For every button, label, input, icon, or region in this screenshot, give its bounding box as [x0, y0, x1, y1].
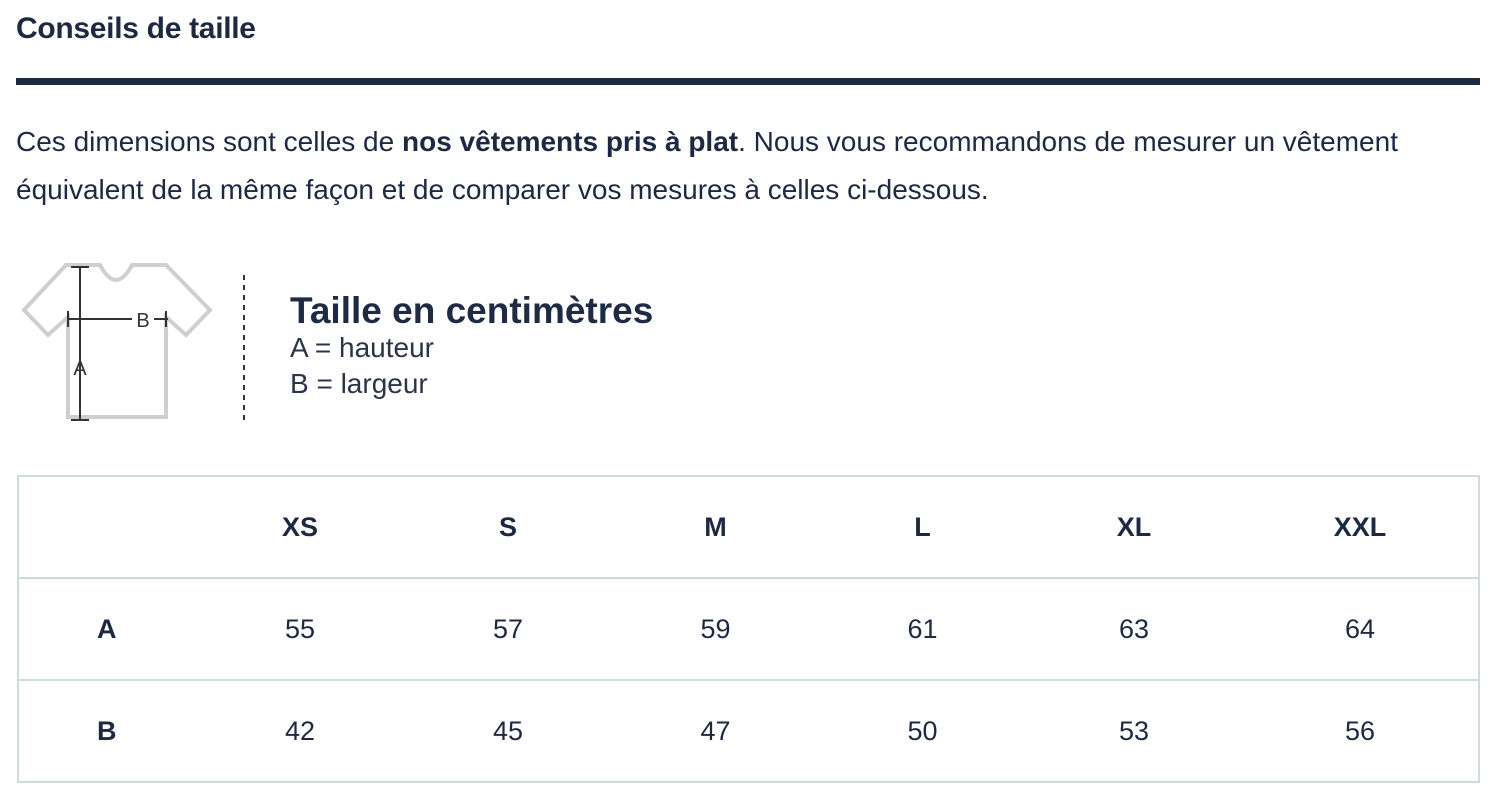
legend-line: A = hauteur — [290, 332, 435, 363]
intro-bold: nos vêtements pris à plat — [401, 126, 739, 157]
intro-text: Ces dimensions sont celles de — [16, 126, 402, 157]
tshirt-diagram: B A — [21, 263, 245, 425]
table-cell: 59 — [612, 577, 819, 681]
tshirt-outline — [21, 263, 213, 419]
column-header: L — [819, 475, 1026, 579]
column-header: XS — [196, 475, 404, 579]
column-header: XXL — [1242, 475, 1479, 579]
table-cell: 53 — [1026, 679, 1242, 783]
table-cell: 57 — [404, 577, 612, 681]
column-header: S — [404, 475, 612, 579]
column-header: XL — [1026, 475, 1242, 579]
diagram-label: B — [136, 310, 149, 332]
table-cell: 56 — [1242, 679, 1479, 783]
corner-cell — [18, 475, 196, 579]
table-cell: 50 — [819, 679, 1026, 783]
table-body: A 55 57 59 61 63 64 B 42 45 47 50 53 56 — [18, 577, 1479, 783]
intro-text: Ces dimensions sont celles de nos vêteme… — [16, 118, 1456, 214]
table-cell: 55 — [196, 577, 404, 681]
row-label: B — [18, 679, 196, 783]
legend-line: B = largeur — [290, 368, 428, 399]
table-cell: 45 — [404, 679, 612, 783]
section-title: Conseils de taille — [16, 12, 256, 45]
table-row: B 42 45 47 50 53 56 — [18, 679, 1479, 783]
column-header: M — [612, 475, 819, 579]
header-row: XS S M L XL XXL — [18, 475, 1479, 579]
table-cell: 63 — [1026, 577, 1242, 681]
table-cell: 47 — [612, 679, 819, 783]
legend-title: Taille en centimètres — [290, 290, 654, 331]
table-cell: 64 — [1242, 577, 1479, 681]
table-row: A 55 57 59 61 63 64 — [18, 577, 1479, 681]
intro-text: . Nous vous recommandons de mesurer un v… — [16, 126, 1398, 205]
table-cell: 61 — [819, 577, 1026, 681]
size-table: XS S M L XL XXL A 55 57 59 61 63 64 B 42 45 47 50 53 56 — [17, 475, 1480, 783]
table-cell: 42 — [196, 679, 404, 783]
divider — [16, 78, 1480, 85]
diagram-label: A — [73, 358, 87, 380]
row-label: A — [18, 577, 196, 681]
